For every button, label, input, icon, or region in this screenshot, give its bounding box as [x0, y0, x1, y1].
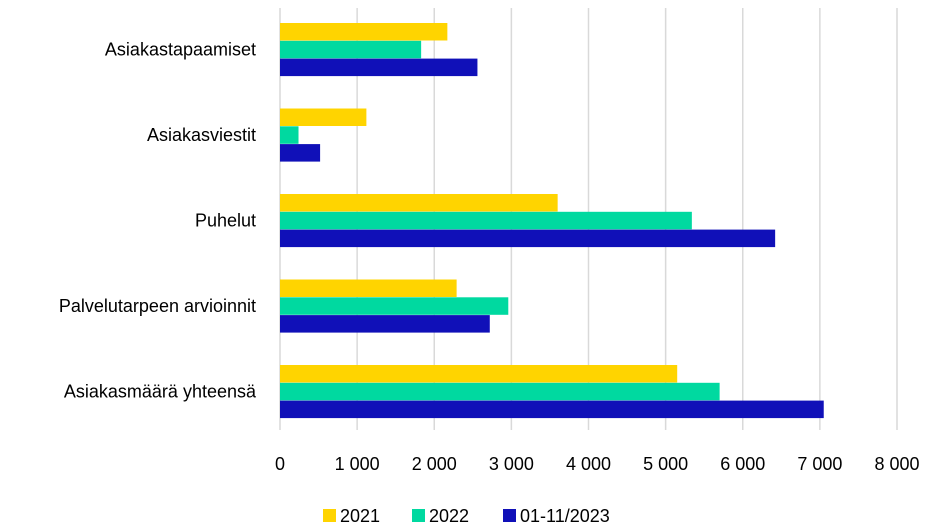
- legend-label: 2021: [340, 506, 380, 526]
- x-tick-label: 4 000: [566, 454, 611, 474]
- legend-label: 2022: [429, 506, 469, 526]
- bar-01-11/2023: [280, 315, 490, 333]
- bar-2021: [280, 279, 457, 297]
- bar-2021: [280, 365, 678, 383]
- x-tick-label: 8 000: [874, 454, 919, 474]
- category-axis: Asiakastapaamiset Asiakasviestit Puhelut Pa…: [59, 40, 257, 402]
- bar-2021: [280, 108, 367, 126]
- x-tick-label: 7 000: [797, 454, 842, 474]
- x-tick-label: 1 000: [335, 454, 380, 474]
- x-tick-label: 5 000: [643, 454, 688, 474]
- category-label: Puhelut: [195, 211, 256, 231]
- category-label: Palvelutarpeen arvioinnit: [59, 296, 256, 316]
- legend-swatch: [412, 509, 425, 522]
- bar-01-11/2023: [280, 144, 321, 162]
- x-tick-label: 0: [275, 454, 285, 474]
- bars: [280, 23, 824, 419]
- legend: 2021 2022 01-11/2023: [323, 506, 610, 526]
- category-label: Asiakastapaamiset: [105, 40, 256, 60]
- bar-2022: [280, 126, 299, 144]
- bar-2021: [280, 23, 448, 41]
- bar-2022: [280, 40, 422, 59]
- x-tick-label: 3 000: [489, 454, 534, 474]
- category-label: Asiakasmäärä yhteensä: [64, 382, 257, 402]
- bar-2022: [280, 297, 509, 315]
- bar-01-11/2023: [280, 400, 824, 419]
- bar-2022: [280, 382, 720, 401]
- bar-01-11/2023: [280, 229, 776, 248]
- bar-01-11/2023: [280, 58, 478, 77]
- category-label: Asiakasviestit: [147, 125, 256, 145]
- bar-2021: [280, 194, 558, 212]
- value-axis: 0 1 000 2 000 3 000 4 000 5 000 6 000 7 000 8 00…: [275, 454, 920, 474]
- x-tick-label: 2 000: [412, 454, 457, 474]
- legend-label: 01-11/2023: [520, 506, 610, 526]
- x-tick-label: 6 000: [720, 454, 765, 474]
- legend-swatch: [503, 509, 516, 522]
- bar-2022: [280, 211, 692, 230]
- legend-swatch: [323, 509, 336, 522]
